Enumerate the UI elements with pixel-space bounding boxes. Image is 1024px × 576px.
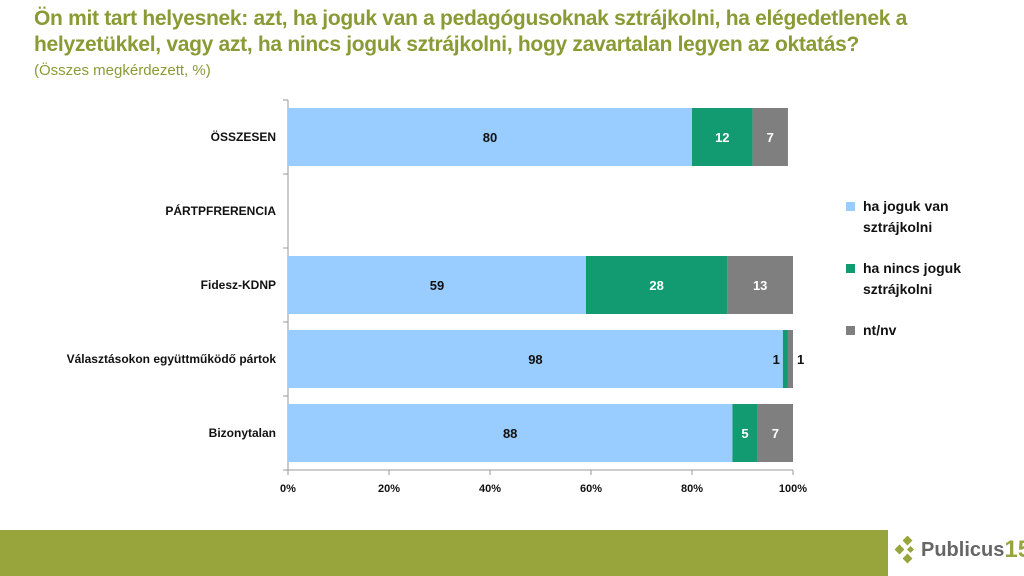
header: Ön mit tart helyesnek: azt, ha joguk van… bbox=[34, 6, 1019, 79]
chart-title: Ön mit tart helyesnek: azt, ha joguk van… bbox=[34, 7, 908, 56]
data-label: 7 bbox=[772, 426, 779, 441]
data-label: 98 bbox=[528, 352, 542, 367]
x-tick-label: 40% bbox=[479, 483, 501, 495]
data-label: 59 bbox=[430, 278, 444, 293]
legend: ha joguk van sztrájkolni ha nincs joguk s… bbox=[846, 196, 993, 361]
footer-bar bbox=[0, 530, 888, 576]
bar-segment bbox=[288, 404, 733, 462]
bar-segment bbox=[727, 256, 793, 314]
legend-item: nt/nv bbox=[846, 320, 993, 341]
bar-segment bbox=[732, 404, 758, 462]
data-label: 80 bbox=[483, 130, 497, 145]
x-tick-label: 100% bbox=[779, 483, 807, 495]
legend-label: ha joguk van sztrájkolni bbox=[863, 198, 949, 235]
logo-text: Publicus bbox=[921, 538, 1005, 561]
logo-diamond-icon bbox=[894, 536, 915, 564]
legend-swatch bbox=[846, 264, 855, 273]
category-label: ÖSSZESEN bbox=[211, 129, 276, 144]
x-tick-label: 80% bbox=[681, 483, 703, 495]
legend-swatch bbox=[846, 202, 855, 211]
publicus-logo: Publicus15 bbox=[893, 536, 1024, 564]
legend-item: ha joguk van sztrájkolni bbox=[846, 196, 993, 238]
bar-segment bbox=[288, 330, 783, 388]
logo-number: 15 bbox=[1004, 536, 1024, 563]
legend-label: ha nincs joguk sztrájkolni bbox=[863, 260, 962, 297]
data-label: 1 bbox=[773, 352, 780, 367]
legend-item: ha nincs joguk sztrájkolni bbox=[846, 258, 993, 300]
data-label: 88 bbox=[503, 426, 517, 441]
bar-segment bbox=[787, 330, 793, 388]
data-label: 13 bbox=[753, 278, 767, 293]
legend-swatch bbox=[846, 326, 855, 335]
bar-segment bbox=[752, 108, 788, 166]
data-label: 12 bbox=[715, 130, 729, 145]
bar-segment bbox=[585, 256, 728, 314]
data-label: 1 bbox=[797, 352, 804, 367]
data-label: 7 bbox=[767, 130, 774, 145]
category-label: PÁRTPFRERENCIA bbox=[165, 203, 276, 218]
category-label: Fidesz-KDNP bbox=[201, 278, 276, 292]
category-label: Választásokon együttműködő pártok bbox=[67, 352, 277, 366]
category-label: Bizonytalan bbox=[209, 426, 276, 440]
data-label: 28 bbox=[649, 278, 663, 293]
bar-segment bbox=[782, 330, 788, 388]
bar-segment bbox=[288, 108, 692, 166]
bar-segment bbox=[288, 256, 586, 314]
bar-segment bbox=[757, 404, 793, 462]
bar-segment bbox=[692, 108, 753, 166]
x-tick-label: 20% bbox=[378, 483, 400, 495]
x-tick-label: 60% bbox=[580, 483, 602, 495]
legend-label: nt/nv bbox=[863, 322, 897, 338]
chart-subtitle: (Összes megkérdezett, %) bbox=[34, 62, 211, 79]
x-tick-label: 0% bbox=[280, 483, 296, 495]
data-label: 5 bbox=[741, 426, 748, 441]
